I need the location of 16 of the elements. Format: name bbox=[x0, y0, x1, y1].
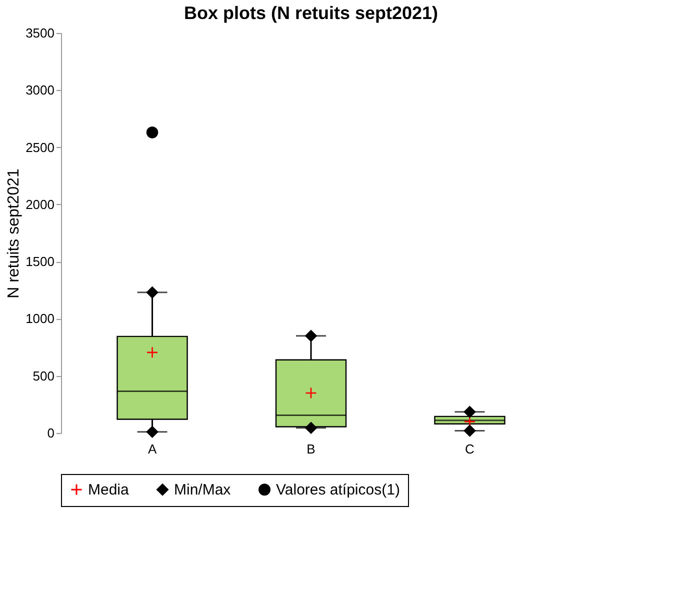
x-tick-label: A bbox=[148, 442, 157, 456]
y-tick-label: 2000 bbox=[26, 196, 54, 212]
legend-label: Min/Max bbox=[174, 482, 232, 499]
y-tick-label: 1500 bbox=[26, 254, 54, 270]
y-tick-label: 3000 bbox=[26, 82, 54, 98]
chart-title: Box plots (N retuits sept2021) bbox=[184, 3, 438, 23]
y-tick-label: 1000 bbox=[26, 311, 54, 326]
legend-label: Valores atípicos(1) bbox=[276, 482, 400, 499]
legend-label: Media bbox=[88, 482, 130, 499]
x-tick-label: C bbox=[465, 442, 474, 456]
x-tick-label: B bbox=[306, 442, 316, 456]
y-tick-label: 3500 bbox=[26, 26, 54, 40]
y-tick-label: 2500 bbox=[26, 140, 54, 155]
y-tick-label: 0 bbox=[47, 426, 54, 440]
y-tick-label: 500 bbox=[32, 368, 54, 384]
y-axis-title: N retuits sept2021 bbox=[6, 168, 23, 298]
